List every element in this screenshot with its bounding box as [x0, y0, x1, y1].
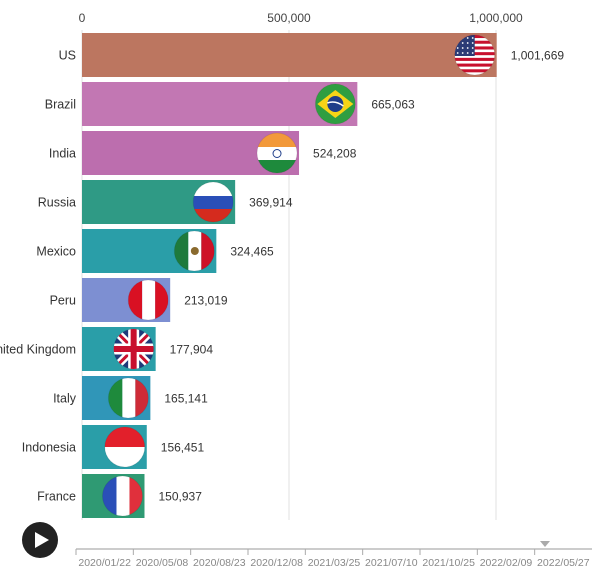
value-label: 1,001,669 — [511, 49, 565, 63]
play-icon[interactable] — [35, 532, 49, 548]
bar-group: India 524,208 — [49, 131, 357, 175]
category-label: Peru — [50, 294, 76, 308]
timeline-label: 2021/03/25 — [308, 557, 361, 569]
bar-group: United Kingdom 177,904 — [0, 327, 213, 371]
x-tick-label: 0 — [79, 11, 86, 25]
bar-group: Peru 213,019 — [50, 278, 228, 322]
us-flag-icon — [454, 34, 496, 76]
bar — [82, 82, 358, 126]
mexico-flag-icon — [173, 230, 215, 272]
bar-group: Russia 369,914 — [38, 180, 293, 224]
russia-flag-icon — [192, 181, 234, 223]
india-flag-icon — [256, 132, 298, 174]
timeline-labels: 2020/01/22 2020/05/08 2020/08/23 2020/12/08… — [75, 549, 590, 569]
value-label: 177,904 — [170, 343, 214, 357]
value-label: 665,063 — [371, 98, 415, 112]
bar — [82, 33, 497, 77]
bars: US 1,001,669 Brazil 665,063 India 524,208 Russ… — [0, 33, 564, 518]
value-label: 165,141 — [164, 392, 208, 406]
timeline-slider-handle[interactable] — [540, 541, 550, 547]
timeline-label: 2020/08/23 — [193, 557, 246, 569]
x-axis-ticks: 0 500,000 1,000,000 — [79, 11, 523, 25]
timeline: 2020/01/22 2020/05/08 2020/08/23 2020/12/08… — [22, 522, 592, 569]
bar-group: France 150,937 — [37, 474, 202, 518]
timeline-label: 2020/05/08 — [136, 557, 189, 569]
italy-flag-icon — [107, 377, 149, 419]
timeline-label: 2021/07/10 — [365, 557, 418, 569]
timeline-label: 2020/01/22 — [78, 557, 131, 569]
indonesia-flag-icon — [104, 426, 146, 468]
timeline-label: 2020/12/08 — [250, 557, 303, 569]
value-label: 156,451 — [161, 441, 205, 455]
category-label: Italy — [53, 392, 77, 406]
value-label: 369,914 — [249, 196, 293, 210]
category-label: Mexico — [36, 245, 76, 259]
timeline-label: 2021/10/25 — [422, 557, 475, 569]
category-label: India — [49, 147, 76, 161]
bar-group: Indonesia 156,451 — [22, 425, 205, 469]
france-flag-icon — [101, 475, 143, 517]
timeline-label: 2022/02/09 — [480, 557, 533, 569]
value-label: 213,019 — [184, 294, 228, 308]
timeline-label: 2022/05/27 — [537, 557, 590, 569]
value-label: 150,937 — [158, 490, 202, 504]
brazil-flag-icon — [314, 83, 356, 125]
bar-group: Brazil 665,063 — [45, 82, 415, 126]
category-label: United Kingdom — [0, 343, 76, 357]
x-tick-label: 500,000 — [267, 11, 311, 25]
uk-flag-icon — [113, 328, 155, 370]
value-label: 524,208 — [313, 147, 357, 161]
play-button[interactable] — [22, 522, 58, 558]
category-label: US — [59, 49, 76, 63]
category-label: Indonesia — [22, 441, 76, 455]
category-label: Brazil — [45, 98, 76, 112]
category-label: France — [37, 490, 76, 504]
category-label: Russia — [38, 196, 76, 210]
bar-group: Mexico 324,465 — [36, 229, 274, 273]
bar-group: Italy 165,141 — [53, 376, 208, 420]
value-label: 324,465 — [230, 245, 274, 259]
x-tick-label: 1,000,000 — [469, 11, 523, 25]
peru-flag-icon — [127, 279, 169, 321]
bar-group: US 1,001,669 — [59, 33, 565, 77]
